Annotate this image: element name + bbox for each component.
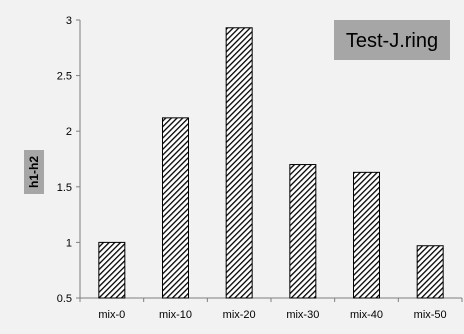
y-axis-label-group: h1-h2	[24, 150, 44, 194]
x-tick-label: mix-10	[159, 309, 192, 321]
bar-mix-0	[98, 241, 126, 299]
y-tick-label: 2.5	[57, 71, 72, 83]
y-tick-label: 3	[66, 15, 72, 27]
y-tick-label: 1.5	[57, 182, 72, 194]
x-tick-label: mix-20	[223, 309, 256, 321]
x-tick-labels: mix-0 mix-10 mix-20 mix-30 mix-40 mix-50	[98, 309, 446, 321]
y-tick-label: 0.5	[57, 293, 72, 305]
x-tick-marks	[79, 298, 463, 302]
chart-title-box	[334, 20, 450, 60]
bar-mix-20	[225, 27, 253, 299]
y-tick-marks	[76, 19, 80, 299]
chart-title: Test-J.ring	[346, 30, 438, 52]
x-tick-label: mix-30	[286, 309, 319, 321]
x-tick-label: mix-40	[350, 309, 383, 321]
x-tick-label: mix-0	[98, 309, 125, 321]
bar-mix-40	[353, 171, 380, 299]
bar-mix-50	[416, 245, 444, 299]
y-tick-label: 2	[66, 126, 72, 138]
bar-mix-30	[289, 164, 317, 299]
chart-title-group: Test-J.ring	[334, 20, 450, 60]
y-tick-label: 1	[66, 237, 72, 249]
y-axis-label-box	[24, 150, 44, 194]
bar-mix-10	[162, 117, 189, 299]
y-axis-label: h1-h2	[27, 156, 41, 188]
x-tick-label: mix-50	[414, 309, 447, 321]
y-tick-labels: 0.5 1 1.5 2 2.5 3	[57, 15, 72, 305]
bars	[98, 27, 444, 299]
plot-area: 0.511.522.53 mix-0 mix-10 mix-20 mix-30 mix-…	[57, 15, 463, 321]
